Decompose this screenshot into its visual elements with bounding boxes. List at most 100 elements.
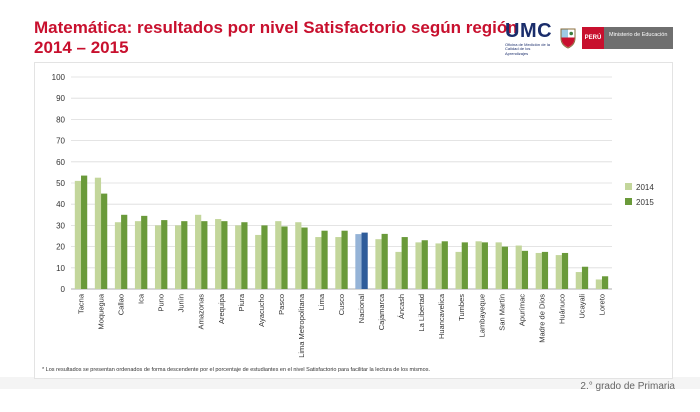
x-tick-label: Ica	[137, 293, 146, 304]
y-tick-label: 0	[61, 285, 66, 294]
x-tick-label: Piura	[237, 293, 246, 311]
bar-2015	[341, 230, 348, 289]
ministry-label: Ministerio de Educación	[609, 32, 668, 38]
y-tick-label: 10	[56, 264, 65, 273]
bar-2015	[161, 220, 168, 289]
bar-2015	[441, 241, 448, 289]
legend-label-2015: 2015	[636, 198, 654, 207]
bar-2015	[521, 250, 529, 289]
ministry-logo: PERÚ Ministerio de Educación	[582, 27, 673, 49]
x-tick-label: Tumbes	[457, 294, 466, 321]
bar-2014	[175, 225, 182, 289]
x-tick-label: La Libertad	[417, 294, 426, 332]
x-tick-label: Cajamarca	[377, 293, 386, 330]
bar-2015	[541, 251, 549, 289]
bar-2014	[74, 180, 82, 289]
bar-2015	[81, 175, 88, 289]
x-tick-label: Lima Metropolitana	[297, 293, 306, 358]
bar-2014	[535, 252, 542, 289]
bar-2014	[575, 272, 582, 289]
bar-2015	[221, 221, 228, 289]
coat-of-arms-icon	[560, 28, 576, 49]
grade-label: 2.° grado de Primaria	[580, 381, 675, 392]
bar-2015	[361, 232, 368, 289]
bar-2014	[275, 221, 282, 289]
x-tick-label: Madre de Dios	[537, 294, 546, 343]
bar-2015	[401, 237, 408, 289]
bar-2015	[261, 225, 268, 289]
bar-2015	[481, 242, 488, 289]
bar-2014	[315, 237, 322, 289]
footnote: * Los resultados se presentan ordenados …	[42, 367, 430, 373]
bar-2014	[335, 237, 342, 289]
bar-2014	[94, 177, 102, 289]
bar-2014	[215, 219, 222, 289]
bar-2014	[235, 225, 242, 289]
x-tick-label: Junín	[177, 294, 186, 312]
y-tick-label: 20	[56, 243, 65, 252]
x-tick-label: Ayacucho	[257, 294, 266, 327]
x-tick-label: Arequipa	[217, 293, 226, 324]
x-tick-label: Áncash	[397, 294, 406, 319]
x-tick-label: Lambayeque	[477, 294, 486, 337]
y-tick-label: 70	[56, 137, 65, 146]
legend-swatch-2015	[625, 198, 632, 205]
x-tick-label: Apurímac	[517, 294, 526, 326]
y-tick-label: 30	[56, 221, 65, 230]
umc-logo-text: UMC	[505, 20, 553, 42]
y-tick-label: 60	[56, 158, 65, 167]
bar-2014	[114, 222, 122, 289]
header-logos: UMC Oficina de Medición de la Calidad de…	[505, 20, 673, 56]
bar-2015	[381, 233, 388, 289]
bar-2015	[241, 222, 248, 289]
x-tick-label: Lima	[317, 293, 326, 310]
y-tick-label: 100	[52, 73, 66, 82]
peru-label: PERÚ	[582, 27, 604, 49]
x-tick-label: Moquegua	[97, 293, 106, 329]
y-tick-label: 50	[56, 179, 65, 188]
bar-2015	[181, 221, 188, 289]
bar-2014	[475, 241, 482, 289]
bar-2015	[281, 226, 288, 289]
bar-2015	[321, 230, 328, 289]
bar-2015	[421, 240, 428, 289]
chart-title: Matemática: resultados por nivel Satisfa…	[34, 18, 518, 58]
y-tick-label: 90	[56, 94, 65, 103]
bar-2015	[141, 215, 148, 289]
bar-2015	[121, 214, 128, 289]
bar-2015	[561, 252, 569, 289]
bar-2014	[415, 242, 422, 289]
x-tick-label: Huánuco	[557, 294, 566, 324]
x-tick-label: Amazonas	[197, 294, 206, 330]
x-tick-label: Nacional	[357, 294, 366, 324]
umc-logo-subtitle: Oficina de Medición de la Calidad de los…	[505, 42, 550, 56]
x-tick-label: Huancavelica	[437, 293, 446, 339]
x-tick-label: San Martín	[497, 294, 506, 331]
bar-2014	[455, 251, 462, 289]
legend-swatch-2014	[625, 183, 632, 190]
bar-2014	[355, 234, 362, 289]
bar-2014	[154, 225, 162, 289]
bar-2015	[301, 227, 308, 289]
bar-2014	[435, 243, 442, 289]
umc-logo: UMC Oficina de Medición de la Calidad de…	[505, 20, 553, 56]
bar-chart: 0 10 20 30 40 50 60 70 80 90 100 Tacna Moquegua Calla…	[52, 73, 655, 358]
bar-2014	[595, 279, 602, 289]
y-tick-label: 80	[56, 115, 65, 124]
title-line-1: Matemática: resultados por nivel Satisfa…	[34, 18, 518, 37]
x-tick-label: Callao	[117, 294, 126, 315]
bar-2014	[195, 214, 202, 289]
bar-2015	[581, 266, 589, 289]
x-tick-label: Ucayali	[577, 294, 586, 319]
bar-2014	[255, 234, 262, 289]
x-tick-label: Puno	[157, 294, 166, 312]
bar-2014	[375, 239, 382, 289]
x-tick-label: Pasco	[277, 294, 286, 315]
legend-label-2014: 2014	[636, 183, 654, 192]
x-tick-label: Cusco	[337, 294, 346, 315]
bar-2014	[515, 245, 522, 289]
bar-2015	[501, 246, 508, 289]
y-tick-label: 40	[56, 200, 65, 209]
bar-2014	[495, 242, 502, 289]
bar-2015	[201, 221, 208, 289]
